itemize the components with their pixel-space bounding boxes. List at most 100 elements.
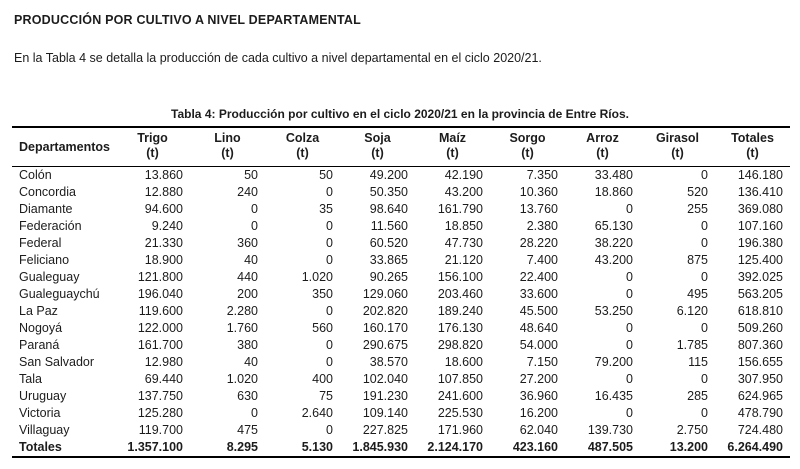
value-cell: 18.860 bbox=[594, 185, 633, 199]
value-cell: 139.730 bbox=[587, 423, 633, 437]
value-cell: 137.750 bbox=[137, 389, 183, 403]
value-cell: 203.460 bbox=[437, 287, 483, 301]
column-header-totales: Totales (t) bbox=[715, 127, 790, 167]
value-cell: 560 bbox=[312, 321, 333, 335]
value-cell: 0 bbox=[326, 185, 333, 199]
value-cell: 119.700 bbox=[138, 423, 183, 437]
value-cell: 624.965 bbox=[737, 389, 783, 403]
column-unit: (t) bbox=[146, 146, 159, 160]
value-cell: 200 bbox=[237, 287, 258, 301]
value-cell: 115 bbox=[688, 355, 708, 369]
value-cell: 400 bbox=[312, 372, 333, 386]
production-table: Departamentos Trigo (t) Lino (t) Colza (t) Soj… bbox=[12, 126, 790, 458]
value-cell: 129.060 bbox=[362, 287, 408, 301]
value-cell: 475 bbox=[237, 423, 258, 437]
value-cell: 6.264.490 bbox=[727, 440, 783, 454]
value-cell: 69.440 bbox=[144, 372, 183, 386]
value-cell: 0 bbox=[701, 219, 708, 233]
value-cell: 156.655 bbox=[737, 355, 783, 369]
value-cell: 125.280 bbox=[137, 406, 183, 420]
table-header: Departamentos Trigo (t) Lino (t) Colza (t) Soj… bbox=[12, 127, 790, 167]
value-cell: 0 bbox=[251, 202, 258, 216]
column-label: Arroz bbox=[586, 131, 619, 145]
page-title: PRODUCCIÓN POR CULTIVO A NIVEL DEPARTAME… bbox=[14, 13, 361, 27]
value-cell: 1.357.100 bbox=[127, 440, 183, 454]
table-row: La Paz 119.600 2.280 0 202.820 189.240 45.500 5… bbox=[12, 303, 790, 320]
column-label: Lino bbox=[214, 131, 241, 145]
value-cell: 189.240 bbox=[437, 304, 483, 318]
column-unit: (t) bbox=[296, 146, 309, 160]
column-unit: (t) bbox=[521, 146, 534, 160]
value-cell: 161.790 bbox=[437, 202, 483, 216]
value-cell: 0 bbox=[326, 236, 333, 250]
value-cell: 146.180 bbox=[737, 168, 783, 182]
value-cell: 12.880 bbox=[144, 185, 183, 199]
totals-row: Totales 1.357.100 8.295 5.130 1.845.930 2.124… bbox=[12, 439, 790, 457]
value-cell: 563.205 bbox=[737, 287, 783, 301]
value-cell: 35 bbox=[319, 202, 333, 216]
value-cell: 0 bbox=[701, 406, 708, 420]
value-cell: 54.000 bbox=[519, 338, 558, 352]
table-row: Colón 13.860 50 50 49.200 42.190 7.350 33.480 0 1… bbox=[12, 167, 790, 185]
value-cell: 0 bbox=[626, 270, 633, 284]
value-cell: 0 bbox=[701, 321, 708, 335]
value-cell: 0 bbox=[626, 338, 633, 352]
table-row: Victoria 125.280 0 2.640 109.140 225.530 16.20… bbox=[12, 405, 790, 422]
value-cell: 7.150 bbox=[526, 355, 558, 369]
value-cell: 495 bbox=[687, 287, 708, 301]
value-cell: 298.820 bbox=[437, 338, 483, 352]
value-cell: 392.025 bbox=[737, 270, 783, 284]
value-cell: 22.400 bbox=[519, 270, 558, 284]
column-label: Totales bbox=[731, 131, 774, 145]
value-cell: 121.800 bbox=[137, 270, 183, 284]
column-header-maiz: Maíz (t) bbox=[415, 127, 490, 167]
value-cell: 724.480 bbox=[737, 423, 783, 437]
value-cell: 10.360 bbox=[519, 185, 558, 199]
column-header-trigo: Trigo (t) bbox=[115, 127, 190, 167]
value-cell: 0 bbox=[626, 406, 633, 420]
table-row: Gualeguay 121.800 440 1.020 90.265 156.100 22.… bbox=[12, 269, 790, 286]
value-cell: 50 bbox=[244, 168, 258, 182]
value-cell: 0 bbox=[326, 304, 333, 318]
value-cell: 18.900 bbox=[144, 253, 183, 267]
intro-paragraph: En la Tabla 4 se detalla la producción d… bbox=[14, 51, 542, 65]
department-cell: Diamante bbox=[19, 202, 73, 216]
value-cell: 161.700 bbox=[137, 338, 183, 352]
value-cell: 40 bbox=[244, 253, 258, 267]
value-cell: 43.200 bbox=[444, 185, 483, 199]
value-cell: 509.260 bbox=[737, 321, 783, 335]
value-cell: 94.600 bbox=[144, 202, 183, 216]
column-label: Maíz bbox=[438, 131, 467, 145]
value-cell: 38.220 bbox=[594, 236, 633, 250]
value-cell: 1.845.930 bbox=[352, 440, 408, 454]
value-cell: 47.730 bbox=[444, 236, 483, 250]
column-label: Soja bbox=[364, 131, 391, 145]
value-cell: 50 bbox=[319, 168, 333, 182]
value-cell: 18.850 bbox=[444, 219, 483, 233]
table-row: Federal 21.330 360 0 60.520 47.730 28.220 38.22… bbox=[12, 235, 790, 252]
value-cell: 0 bbox=[701, 168, 708, 182]
value-cell: 8.295 bbox=[226, 440, 258, 454]
value-cell: 0 bbox=[326, 423, 333, 437]
value-cell: 2.124.170 bbox=[427, 440, 483, 454]
value-cell: 36.960 bbox=[519, 389, 558, 403]
column-header-colza: Colza (t) bbox=[265, 127, 340, 167]
value-cell: 45.500 bbox=[519, 304, 558, 318]
column-unit: (t) bbox=[221, 146, 234, 160]
value-cell: 50.350 bbox=[369, 185, 408, 199]
value-cell: 380 bbox=[237, 338, 258, 352]
department-cell: Gualeguaychú bbox=[19, 287, 100, 301]
value-cell: 807.360 bbox=[737, 338, 783, 352]
department-cell: Uruguay bbox=[19, 389, 67, 403]
value-cell: 0 bbox=[326, 219, 333, 233]
value-cell: 62.040 bbox=[519, 423, 558, 437]
value-cell: 16.200 bbox=[519, 406, 558, 420]
value-cell: 119.600 bbox=[138, 304, 183, 318]
department-cell: Federal bbox=[19, 236, 62, 250]
table-row: Concordia 12.880 240 0 50.350 43.200 10.360 18.… bbox=[12, 184, 790, 201]
value-cell: 98.640 bbox=[369, 202, 408, 216]
department-cell: Feliciano bbox=[19, 253, 70, 267]
value-cell: 0 bbox=[701, 236, 708, 250]
column-header-sorgo: Sorgo (t) bbox=[490, 127, 565, 167]
